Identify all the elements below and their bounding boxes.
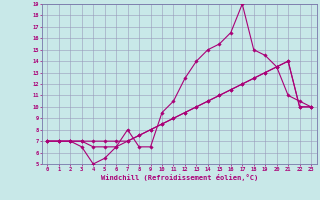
X-axis label: Windchill (Refroidissement éolien,°C): Windchill (Refroidissement éolien,°C) (100, 174, 258, 181)
